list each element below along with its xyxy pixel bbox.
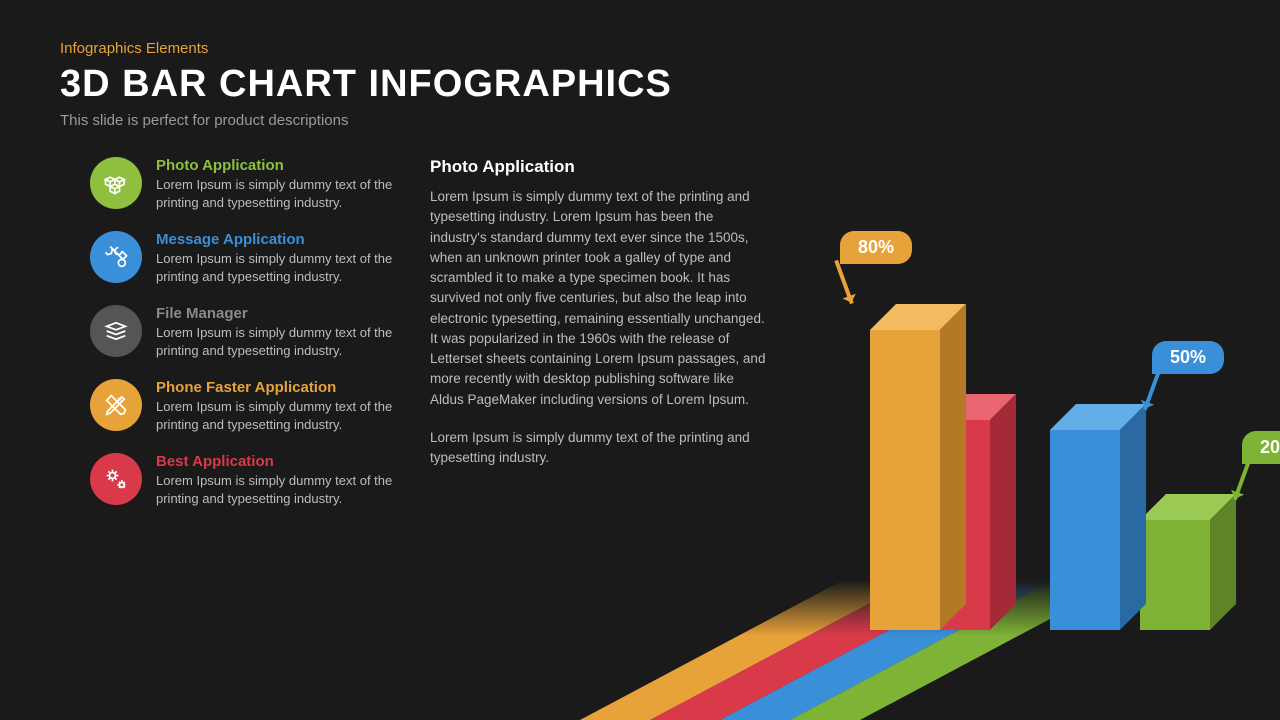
feature-title: Photo Application <box>156 157 400 174</box>
feature-item: File Manager Lorem Ipsum is simply dummy … <box>90 305 400 359</box>
feature-body: Lorem Ipsum is simply dummy text of the … <box>156 250 400 285</box>
pencils-icon <box>90 379 142 431</box>
feature-body: Lorem Ipsum is simply dummy text of the … <box>156 472 400 507</box>
description-body: Lorem Ipsum is simply dummy text of the … <box>430 187 770 410</box>
feature-title: Message Application <box>156 231 400 248</box>
feature-body: Lorem Ipsum is simply dummy text of the … <box>156 176 400 211</box>
subtitle: This slide is perfect for product descri… <box>60 112 1220 129</box>
feature-title: Phone Faster Application <box>156 379 400 396</box>
feature-list: Photo Application Lorem Ipsum is simply d… <box>60 157 400 507</box>
description-column: Photo Application Lorem Ipsum is simply … <box>430 157 770 507</box>
feature-body: Lorem Ipsum is simply dummy text of the … <box>156 324 400 359</box>
cubes-icon <box>90 157 142 209</box>
feature-title: File Manager <box>156 305 400 322</box>
tools-icon <box>90 231 142 283</box>
description-title: Photo Application <box>430 157 770 177</box>
page-title: 3D BAR CHART INFOGRAPHICS <box>60 63 1220 106</box>
stack-icon <box>90 305 142 357</box>
feature-body: Lorem Ipsum is simply dummy text of the … <box>156 398 400 433</box>
feature-item: Photo Application Lorem Ipsum is simply d… <box>90 157 400 211</box>
feature-item: Message Application Lorem Ipsum is simply… <box>90 231 400 285</box>
description-footer: Lorem Ipsum is simply dummy text of the … <box>430 428 770 469</box>
kicker: Infographics Elements <box>60 40 1220 57</box>
gears-icon <box>90 453 142 505</box>
feature-item: Phone Faster Application Lorem Ipsum is s… <box>90 379 400 433</box>
feature-item: Best Application Lorem Ipsum is simply du… <box>90 453 400 507</box>
feature-title: Best Application <box>156 453 400 470</box>
